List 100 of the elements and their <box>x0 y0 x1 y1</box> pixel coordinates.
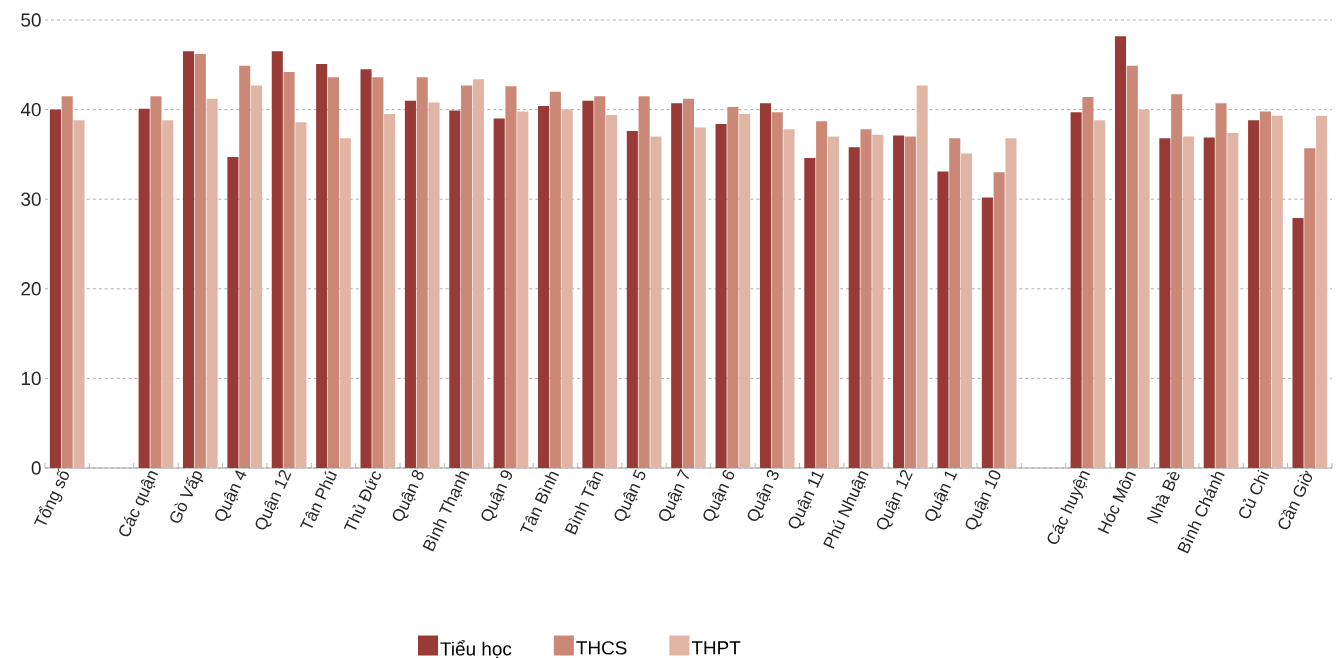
bar <box>727 106 739 468</box>
bar <box>949 138 961 468</box>
bar <box>1316 115 1328 468</box>
bar <box>1215 103 1227 468</box>
y-tick-label: 20 <box>21 282 41 296</box>
bar <box>472 79 484 468</box>
bar <box>461 85 473 468</box>
bar <box>206 98 218 468</box>
bar <box>239 65 251 468</box>
x-tick-label: Hóc Môn <box>1097 471 1136 534</box>
bar <box>993 172 1005 468</box>
bar <box>816 121 828 468</box>
bar <box>1259 111 1271 468</box>
bar <box>893 135 905 468</box>
y-tick-label: 30 <box>21 192 41 206</box>
bar <box>638 96 650 468</box>
y-tick-label: 40 <box>20 102 41 117</box>
x-tick-label: Quận 1 <box>925 471 958 521</box>
bar <box>739 114 751 468</box>
bar <box>327 77 340 468</box>
x-tick-label: Cần Giờ <box>1278 470 1313 530</box>
bar <box>694 127 706 468</box>
bar <box>715 123 727 468</box>
bar <box>771 112 783 468</box>
legend-label: THCS <box>576 641 627 655</box>
bar <box>416 77 428 468</box>
bar <box>1005 138 1017 468</box>
bar <box>961 153 973 468</box>
bar <box>372 77 384 468</box>
bar <box>783 129 795 468</box>
bar <box>682 98 695 468</box>
x-tick-label: Quận 12 <box>255 470 292 530</box>
bar <box>582 100 594 468</box>
bar <box>804 157 816 468</box>
bar <box>1138 109 1150 468</box>
bar <box>872 134 884 468</box>
legend-label: Tiểu học <box>440 640 512 658</box>
bar <box>1171 94 1183 468</box>
bar <box>505 86 517 468</box>
x-tick-label: Tân Phú <box>300 470 338 528</box>
bar <box>73 120 85 468</box>
bar <box>1203 137 1215 468</box>
bar <box>517 111 529 468</box>
legend-label: THPT <box>691 641 741 655</box>
bar <box>162 120 174 468</box>
bar <box>61 96 73 468</box>
bar <box>605 114 618 468</box>
bar <box>194 54 206 468</box>
bar <box>1271 115 1283 468</box>
x-tick-label: Nhà Bè <box>1146 471 1180 524</box>
x-tick-label: Thủ Đức <box>343 471 381 530</box>
x-tick-label: Quận 6 <box>703 470 735 521</box>
bar <box>759 103 772 468</box>
x-tick-label: Quận 3 <box>747 470 779 521</box>
bar <box>594 96 606 468</box>
x-tick-label: Quận 4 <box>215 470 247 521</box>
bar <box>384 114 396 468</box>
bar <box>138 108 150 468</box>
y-tick-label: 0 <box>31 461 41 475</box>
bar <box>449 110 461 468</box>
x-tick-label: Quận 8 <box>392 470 424 521</box>
bar <box>428 102 440 468</box>
bar <box>493 118 505 468</box>
bar <box>1227 132 1239 468</box>
x-tick-label: Củ Chi <box>1239 469 1270 519</box>
bar <box>339 138 351 468</box>
bar <box>1126 65 1138 468</box>
bar <box>916 85 928 468</box>
bar <box>182 51 195 468</box>
bar <box>1114 36 1127 468</box>
x-tick-label: Quận 12 <box>876 470 913 530</box>
bar <box>1304 148 1316 468</box>
x-tick-label: Gò Vấp <box>170 471 204 523</box>
bar <box>295 122 307 468</box>
bar <box>150 96 162 468</box>
bar <box>671 103 683 468</box>
x-tick-label: Bình Tân <box>564 471 604 535</box>
x-tick-label: Quận 5 <box>614 469 646 521</box>
bar <box>271 51 283 468</box>
x-tick-label: Quận 7 <box>659 468 690 521</box>
x-tick-label: Các quận <box>119 471 159 537</box>
bar <box>549 91 561 468</box>
bar <box>937 171 949 468</box>
bar <box>904 136 916 468</box>
x-tick-label: Quận 11 <box>788 471 824 529</box>
x-tick-label: Quận 10 <box>965 470 1001 530</box>
bar <box>49 109 61 468</box>
bar <box>1094 120 1106 468</box>
x-tick-label: Tân Bình <box>520 471 559 533</box>
bar <box>827 136 839 468</box>
bar <box>538 106 550 468</box>
bar <box>1292 218 1304 468</box>
bar <box>860 129 872 468</box>
bar <box>650 136 662 468</box>
bar <box>626 131 638 468</box>
bar <box>227 157 239 468</box>
bar <box>848 147 860 468</box>
x-tick-label: Quận 9 <box>481 470 513 521</box>
bar <box>981 197 993 468</box>
bar <box>1070 112 1082 468</box>
